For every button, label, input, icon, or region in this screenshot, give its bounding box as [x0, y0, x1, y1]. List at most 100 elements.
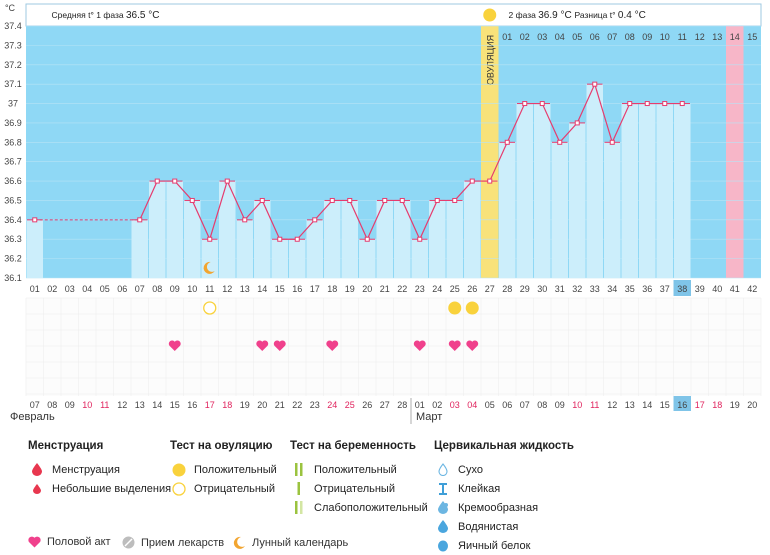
temperature-column — [131, 219, 148, 278]
date-label: 02 — [432, 400, 442, 410]
temperature-column — [376, 200, 393, 278]
legend-item: Клейкая — [434, 479, 574, 498]
cycle-day-label: 26 — [467, 284, 477, 294]
temperature-point — [32, 217, 38, 223]
y-tick-label: 36.7 — [4, 157, 22, 167]
temperature-point — [207, 236, 213, 242]
date-label: 14 — [642, 400, 652, 410]
temperature-point — [399, 197, 405, 203]
y-tick-label: 37 — [8, 99, 18, 109]
legend-ovulation-test: Тест на овуляцию Положительный Отрицател… — [170, 440, 277, 498]
temperature-point — [679, 101, 685, 107]
temperature-column — [604, 142, 621, 278]
cycle-day-label: 35 — [625, 284, 635, 294]
cycle-day-label: 33 — [590, 284, 600, 294]
phase2-day-label: 12 — [695, 32, 705, 42]
phase2-day-label: 13 — [712, 32, 722, 42]
y-tick-label: 37.1 — [4, 79, 22, 89]
date-label: 21 — [275, 400, 285, 410]
cycle-day-label: 32 — [572, 284, 582, 294]
legend-item: Слабоположительный — [290, 498, 428, 517]
temperature-point — [364, 236, 370, 242]
legend-label: Прием лекарств — [141, 536, 225, 549]
temperature-column — [254, 200, 271, 278]
ovulation-test-negative-icon — [203, 301, 217, 315]
date-label: 03 — [450, 400, 460, 410]
temperature-point — [469, 178, 475, 184]
cycle-day-label: 21 — [380, 284, 390, 294]
temperature-point — [522, 101, 528, 107]
watery-drop-icon — [434, 520, 452, 533]
phase2-day-label: 14 — [730, 32, 740, 42]
legend-pregnancy-test: Тест на беременность Положительный Отриц… — [290, 440, 428, 517]
temperature-column — [26, 219, 43, 278]
legend-label: Лунный календарь — [252, 537, 349, 549]
temperature-column — [656, 103, 673, 279]
cycle-day-label: 07 — [135, 284, 145, 294]
cycle-day-label: 16 — [292, 284, 302, 294]
temperature-column — [306, 219, 323, 278]
legend-item: Яичный белок — [434, 536, 574, 555]
cycle-day-label: 06 — [117, 284, 127, 294]
cycle-day-label: 41 — [730, 284, 740, 294]
y-tick-label: 36.9 — [4, 118, 22, 128]
temperature-point — [662, 101, 668, 107]
heart-icon — [466, 340, 479, 351]
legend-label: Положительный — [314, 463, 397, 476]
date-label: 09 — [555, 400, 565, 410]
legend-label: Водянистая — [458, 520, 519, 533]
phase2-day-label: 06 — [590, 32, 600, 42]
ovulation-test-positive-icon — [448, 301, 462, 315]
temperature-point — [434, 197, 440, 203]
phase2-day-label: 08 — [625, 32, 635, 42]
date-label: 15 — [660, 400, 670, 410]
temperature-point — [539, 101, 545, 107]
legend-label: Отрицательный — [314, 482, 395, 495]
temperature-point — [312, 217, 318, 223]
cycle-day-label: 13 — [240, 284, 250, 294]
chart-background — [26, 26, 761, 278]
legend-label: Менструация — [52, 463, 120, 476]
date-label: 24 — [327, 400, 337, 410]
temperature-column — [429, 200, 446, 278]
phase2-day-label: 03 — [537, 32, 547, 42]
legend-intercourse: Половой акт — [28, 536, 111, 548]
date-label: 19 — [240, 400, 250, 410]
temperature-point — [452, 197, 458, 203]
temperature-column — [271, 239, 288, 278]
heart-icon — [448, 340, 461, 351]
dry-drop-icon — [434, 463, 452, 476]
temperature-column — [639, 103, 656, 279]
legend-label: Яичный белок — [458, 539, 531, 552]
cycle-day-label: 37 — [660, 284, 670, 294]
temperature-point — [557, 139, 563, 145]
temperature-point — [644, 101, 650, 107]
date-label: 11 — [590, 400, 599, 410]
legend-item: Отрицательный — [170, 479, 277, 498]
pink-column — [726, 26, 744, 278]
temperature-point — [609, 139, 615, 145]
y-unit-label: °C — [5, 3, 16, 13]
phase2-day-label: 09 — [642, 32, 652, 42]
cycle-day-label: 27 — [485, 284, 495, 294]
temperature-line — [139, 82, 683, 241]
sun-filled-icon — [170, 463, 188, 477]
temperature-point — [487, 178, 493, 184]
temperature-point — [277, 236, 283, 242]
temperature-column — [569, 122, 586, 278]
legend-label: Небольшие выделения — [52, 482, 172, 495]
sun-outline-icon — [170, 481, 188, 496]
cycle-day-label: 19 — [345, 284, 355, 294]
legend-menstruation: Менструация Менструация Небольшие выделе… — [28, 440, 171, 498]
cycle-day-label: 03 — [65, 284, 75, 294]
moon-icon — [203, 261, 215, 274]
ovulation-test-positive-icon — [465, 301, 479, 315]
legend-item: Кремообразная — [434, 498, 574, 517]
legend-medication: Прием лекарств — [122, 536, 224, 549]
date-label: 27 — [380, 400, 390, 410]
heart-icon — [168, 340, 181, 351]
legend-label: Половой акт — [47, 536, 111, 548]
small-drop-icon — [28, 483, 46, 494]
temperature-column — [534, 103, 551, 279]
cycle-day-label: 09 — [170, 284, 180, 294]
